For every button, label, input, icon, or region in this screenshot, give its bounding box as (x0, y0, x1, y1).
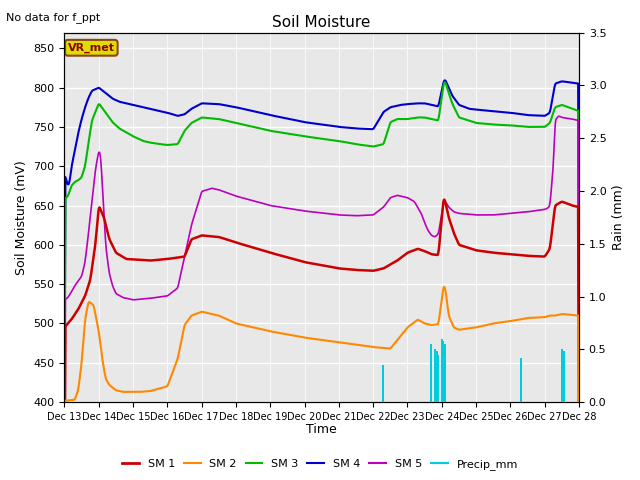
Bar (441, 339, 443, 402)
Bar (383, 365, 385, 402)
Bar (431, 344, 433, 402)
Bar (561, 349, 563, 402)
Text: VR_met: VR_met (68, 43, 115, 53)
Bar (444, 344, 446, 402)
Text: No data for f_ppt: No data for f_ppt (6, 12, 100, 23)
Bar (436, 351, 438, 402)
Bar (442, 341, 445, 402)
Title: Soil Moisture: Soil Moisture (273, 15, 371, 30)
Bar (434, 349, 436, 402)
Bar (563, 351, 564, 402)
Bar (437, 355, 439, 402)
X-axis label: Time: Time (307, 423, 337, 436)
Y-axis label: Soil Moisture (mV): Soil Moisture (mV) (15, 160, 28, 275)
Legend: SM 1, SM 2, SM 3, SM 4, SM 5, Precip_mm: SM 1, SM 2, SM 3, SM 4, SM 5, Precip_mm (118, 455, 522, 474)
Bar (520, 358, 522, 402)
Y-axis label: Rain (mm): Rain (mm) (612, 184, 625, 250)
